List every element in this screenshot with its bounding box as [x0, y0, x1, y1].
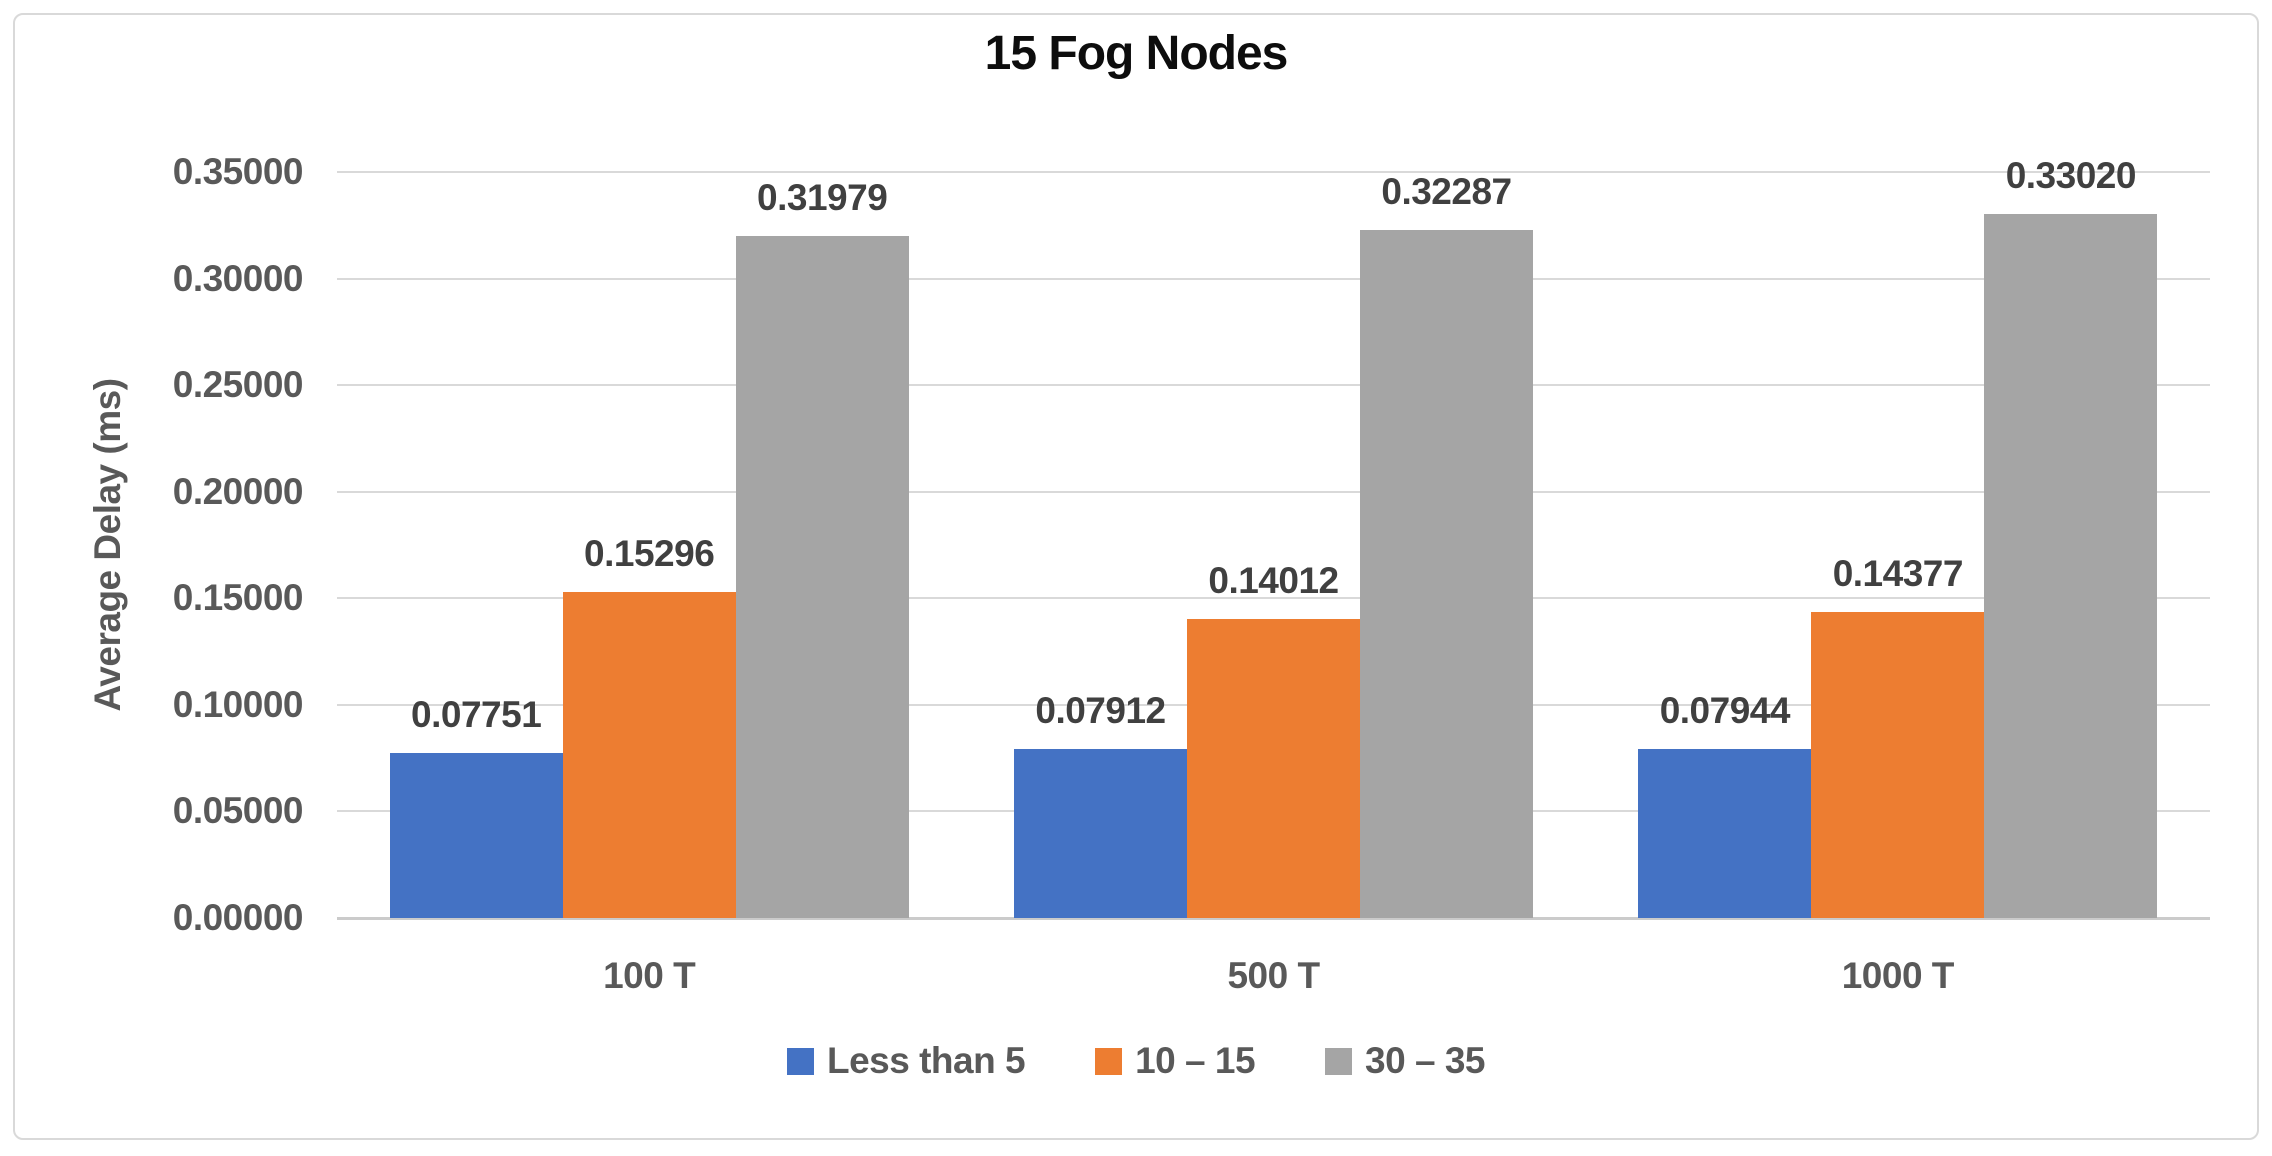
legend-item: 10 – 15	[1095, 1040, 1256, 1082]
bar-value-label: 0.14012	[1208, 560, 1339, 602]
bar	[1360, 229, 1533, 918]
chart-frame	[13, 13, 2259, 1140]
bar-value-label: 0.31979	[757, 177, 888, 219]
y-tick-label: 0.20000	[172, 470, 304, 512]
y-tick-label: 0.00000	[172, 897, 304, 938]
bar-value-label: 0.33020	[2005, 155, 2137, 197]
y-tick-label: 0.05000	[172, 790, 304, 832]
y-axis-title-text: Average Delay (ms)	[87, 378, 128, 712]
bar-value-label: 0.07751	[411, 693, 542, 735]
legend-item: Less than 5	[787, 1040, 1026, 1082]
bar	[1638, 748, 1812, 918]
bar	[1014, 749, 1187, 918]
bar-value-label: 0.07912	[1035, 690, 1166, 732]
y-tick-label: 0.10000	[172, 683, 304, 725]
y-tick-label: 0.35000	[172, 151, 304, 192]
legend-swatch-icon	[1325, 1047, 1353, 1075]
legend-label: Less than 5	[827, 1040, 1026, 1081]
x-category-label: 500 T	[1227, 955, 1320, 996]
y-tick-label: 0.15000	[172, 577, 304, 619]
bar-value-label: 0.32287	[1381, 170, 1512, 212]
bar-value-label: 0.14377	[1832, 552, 1964, 594]
gridline	[337, 597, 2210, 600]
bar	[735, 236, 909, 918]
gridline	[337, 490, 2210, 493]
bar-value-label: 0.07944	[1659, 689, 1791, 731]
y-tick-label: 0.30000	[172, 257, 304, 299]
gridline	[337, 171, 2210, 173]
gridline	[337, 277, 2210, 280]
legend-swatch-icon	[787, 1047, 814, 1075]
bar	[1984, 214, 2158, 918]
x-category-label: 100 T	[603, 955, 696, 996]
chart-title: 15 Fog Nodes	[984, 27, 1289, 80]
bar	[562, 591, 736, 918]
legend-swatch-icon	[1095, 1047, 1123, 1075]
bar	[1811, 611, 1985, 918]
bar	[389, 752, 563, 918]
y-tick-label: 0.25000	[172, 364, 304, 406]
gridline	[337, 384, 2210, 387]
legend-label: 30 – 35	[1365, 1040, 1485, 1081]
legend-label: 10 – 15	[1135, 1040, 1256, 1081]
legend: Less than 5 10 – 15 30 – 35	[0, 1040, 2272, 1082]
bar-value-label: 0.15296	[584, 532, 715, 574]
legend-item: 30 – 35	[1325, 1040, 1485, 1082]
x-category-label: 1000 T	[1841, 955, 1955, 996]
gridline	[337, 916, 2210, 920]
bar	[1187, 619, 1360, 918]
